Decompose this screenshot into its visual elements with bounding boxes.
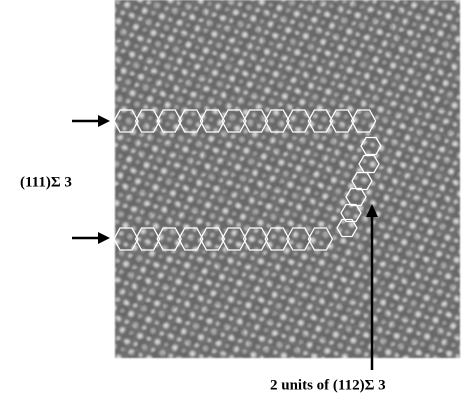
page: (111)Σ 3 2 units of (112)Σ 3 (() => { co… (0, 0, 464, 403)
units-label: 2 units of (112)Σ 3 (270, 377, 386, 393)
micrograph (115, 0, 460, 358)
figure: (111)Σ 3 2 units of (112)Σ 3 (0, 0, 464, 403)
boundary-label: (111)Σ 3 (20, 174, 72, 190)
